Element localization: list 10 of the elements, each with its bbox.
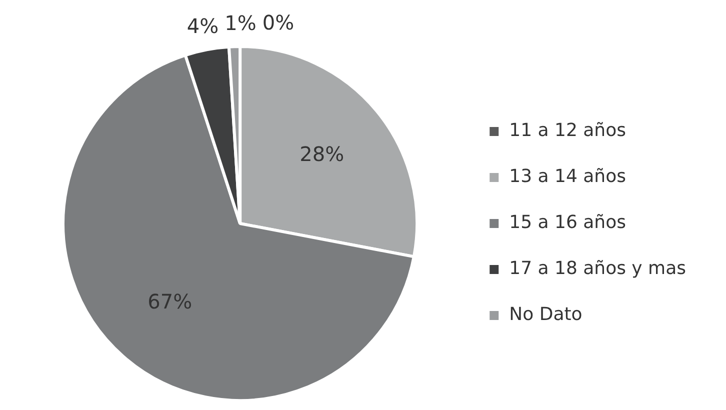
legend-label: 13 a 14 años bbox=[509, 166, 626, 188]
data-label: 1% bbox=[224, 10, 256, 35]
legend-label: 17 a 18 años y mas bbox=[509, 258, 686, 280]
data-label: 4% bbox=[186, 14, 219, 38]
text: 0% bbox=[262, 10, 294, 35]
legend-label: 15 a 16 años bbox=[509, 212, 626, 234]
data-label: 28% bbox=[300, 142, 344, 166]
legend-label: No Dato bbox=[509, 304, 582, 326]
data-label: 67% bbox=[148, 289, 192, 314]
legend-label: 11 a 12 años bbox=[509, 120, 626, 142]
